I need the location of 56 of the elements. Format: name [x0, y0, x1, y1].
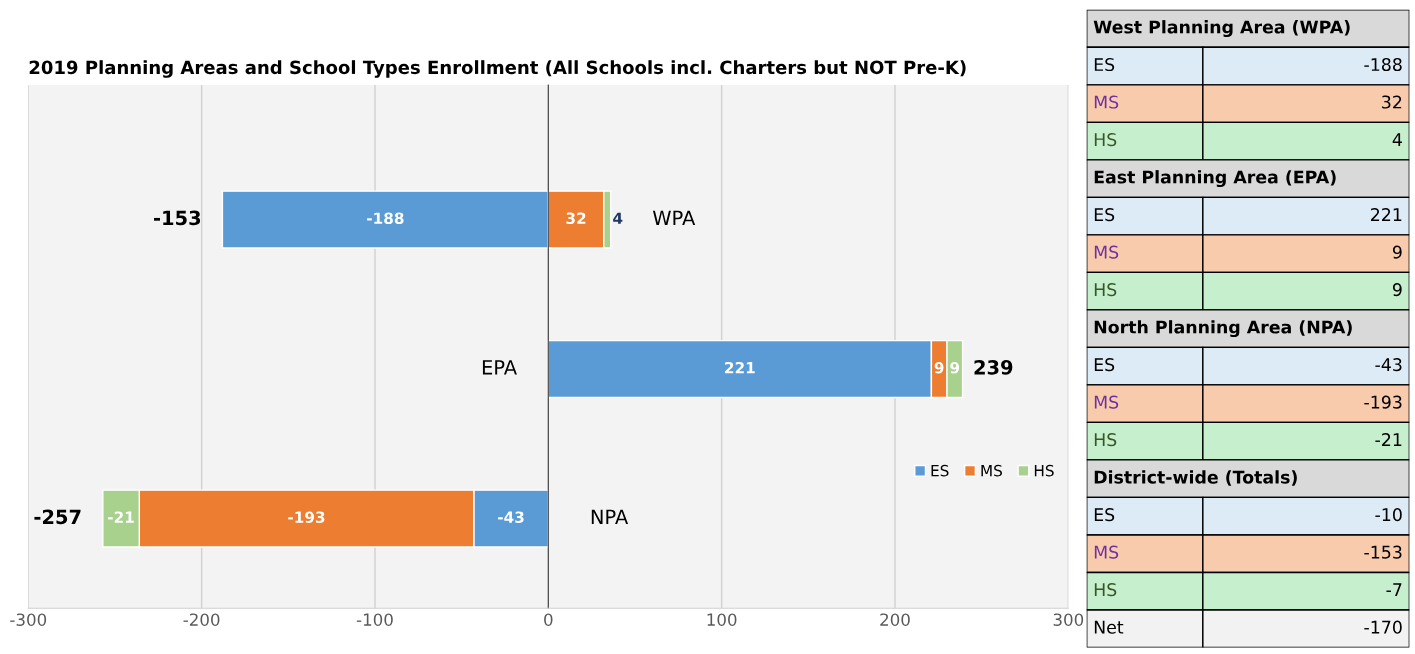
- text: -170: [1364, 620, 1402, 634]
- text: -153: [1364, 545, 1402, 559]
- data-label: -188: [367, 212, 404, 224]
- x-tick-label: -200: [183, 613, 220, 626]
- text: ES: [1094, 358, 1115, 372]
- text: -193: [1364, 395, 1402, 409]
- annotation: 9: [950, 361, 960, 374]
- x-tick-label: 200: [880, 613, 910, 626]
- legend-label: MS: [981, 464, 1002, 477]
- text: HS: [1094, 433, 1117, 447]
- data-label: 32: [566, 212, 586, 224]
- y-tick-label: NPA: [591, 509, 629, 524]
- x-tick-label: 300: [1053, 613, 1084, 626]
- text: North Planning Area (NPA): [1094, 320, 1352, 338]
- text: 221: [1371, 208, 1402, 221]
- text: -188: [1364, 57, 1402, 72]
- x-tick-label: 100: [707, 613, 737, 626]
- text: HS: [1094, 133, 1117, 147]
- text: HS: [1094, 583, 1117, 597]
- total-label: -153: [154, 210, 201, 226]
- legend-label: ES: [931, 464, 949, 477]
- annotation: -21: [108, 511, 134, 523]
- text: MS: [1094, 245, 1119, 259]
- data-label: -21: [1375, 433, 1402, 446]
- text: ES: [1094, 208, 1115, 222]
- text: MS: [1094, 545, 1119, 559]
- text: East Planning Area (EPA): [1094, 170, 1336, 188]
- text: -7: [1386, 583, 1402, 596]
- text: HS: [1094, 283, 1117, 297]
- x-tick-label: -100: [356, 613, 393, 626]
- total-label: -257: [34, 509, 81, 525]
- text: 9: [1392, 245, 1402, 259]
- data-label: 9: [1392, 283, 1402, 297]
- text: Net: [1094, 620, 1124, 634]
- annotation: 4: [613, 212, 623, 224]
- total-label: 239: [974, 359, 1013, 375]
- data-label: -43: [498, 511, 524, 523]
- data-label: 221: [725, 361, 755, 374]
- x-tick-label: -300: [10, 613, 47, 626]
- data-label: -193: [288, 511, 325, 523]
- text: MS: [1094, 95, 1119, 109]
- text: West Planning Area (WPA): [1093, 20, 1350, 38]
- chart-title: 2019 Planning Areas and School Types Enrollment (All Schools incl. Charters but NOT Pre-K): [29, 60, 966, 78]
- x-tick-label: 0: [544, 613, 553, 626]
- text: -43: [1375, 358, 1402, 372]
- text: 32: [1382, 95, 1402, 109]
- text: -10: [1375, 508, 1402, 522]
- text: District-wide (Totals): [1094, 470, 1297, 486]
- data-label: 9: [934, 361, 944, 374]
- text: MS: [1094, 395, 1119, 409]
- text: ES: [1094, 508, 1115, 522]
- y-tick-label: WPA: [652, 210, 696, 225]
- text: ES: [1094, 57, 1115, 72]
- legend-label: HS: [1034, 464, 1054, 477]
- data-label: 4: [1392, 133, 1402, 146]
- y-tick-label: EPA: [482, 360, 517, 375]
